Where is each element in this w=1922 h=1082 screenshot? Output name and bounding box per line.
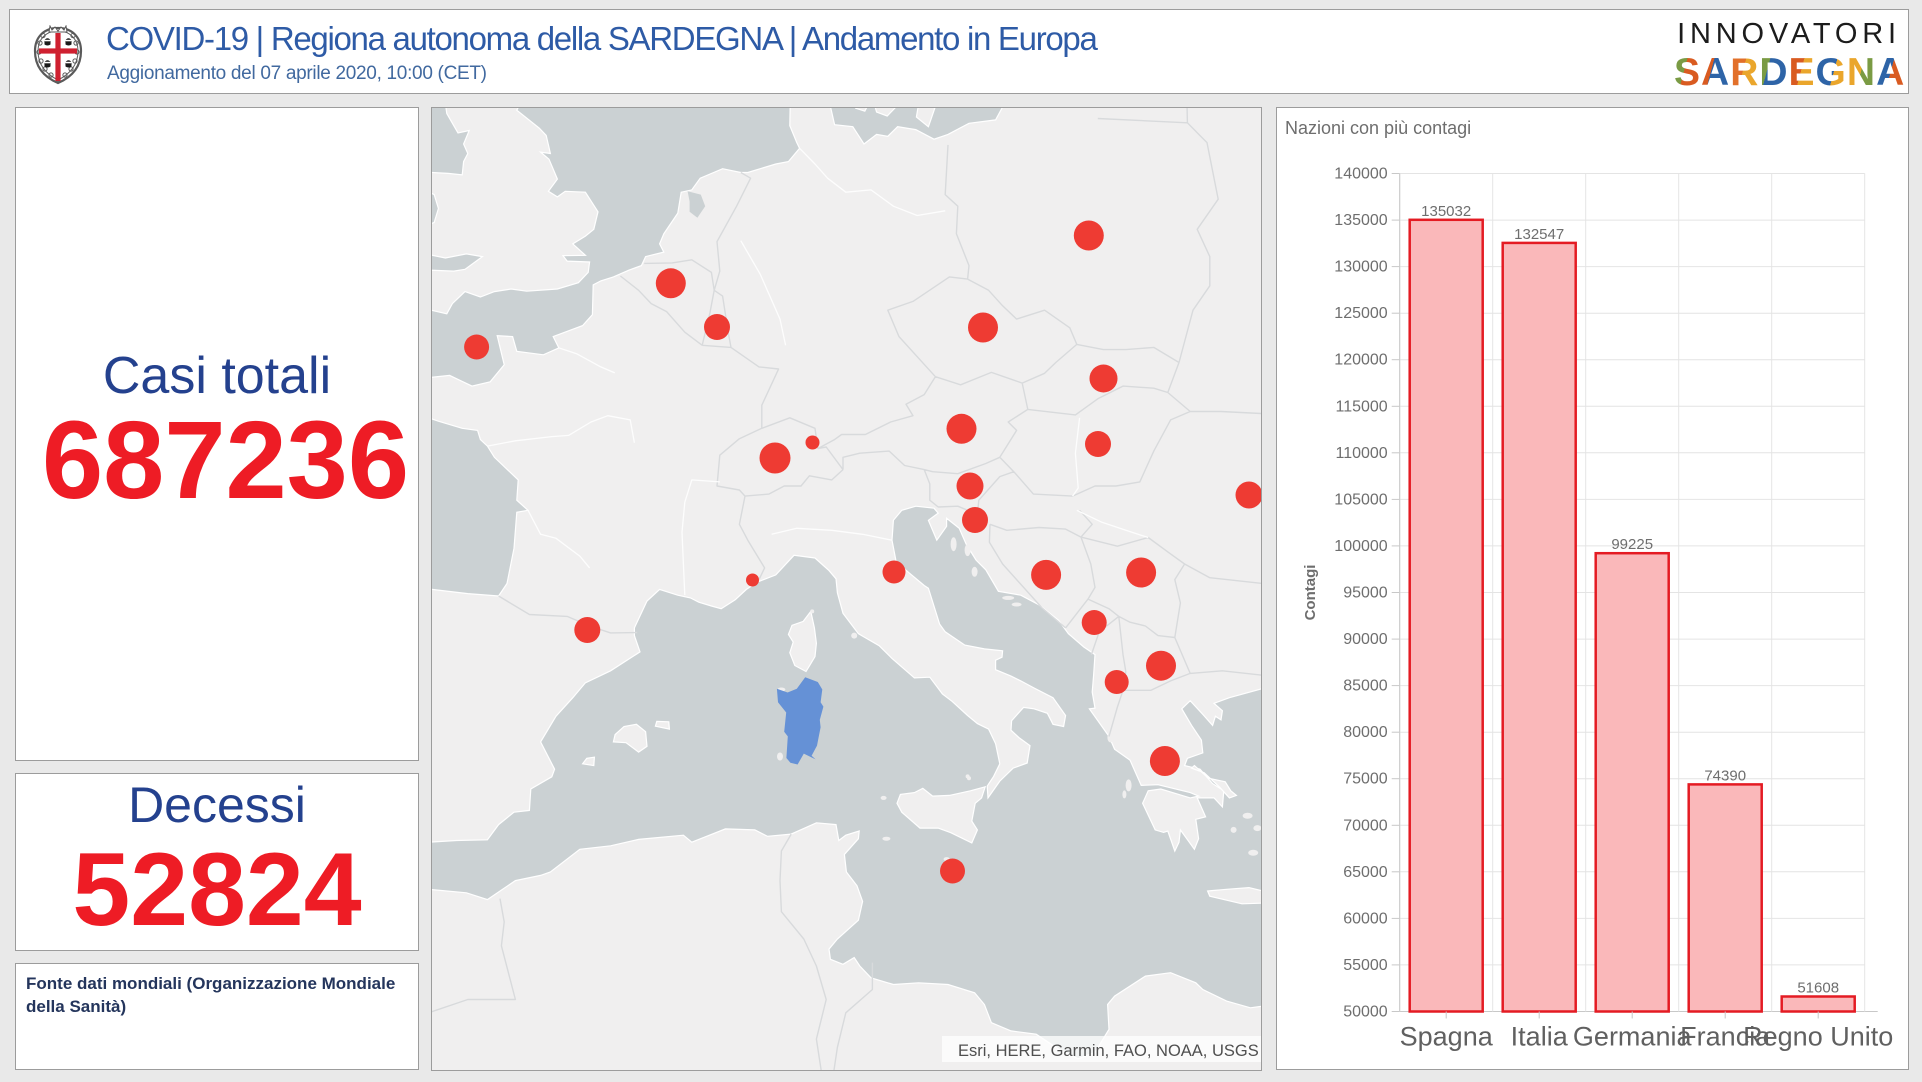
svg-text:74390: 74390 <box>1704 767 1746 784</box>
svg-text:Spagna: Spagna <box>1400 1022 1494 1052</box>
svg-text:99225: 99225 <box>1611 536 1653 553</box>
svg-text:Francia: Francia <box>1680 1022 1771 1052</box>
svg-text:Contagi: Contagi <box>1302 565 1319 621</box>
svg-text:125000: 125000 <box>1334 305 1387 322</box>
svg-text:60000: 60000 <box>1343 910 1388 927</box>
svg-text:140000: 140000 <box>1334 166 1387 183</box>
svg-text:Germania: Germania <box>1573 1022 1693 1052</box>
svg-text:70000: 70000 <box>1343 817 1388 834</box>
svg-text:75000: 75000 <box>1343 771 1388 788</box>
svg-text:120000: 120000 <box>1334 352 1387 369</box>
svg-text:115000: 115000 <box>1335 398 1387 415</box>
svg-text:132547: 132547 <box>1514 226 1564 243</box>
svg-text:105000: 105000 <box>1334 491 1387 508</box>
svg-text:85000: 85000 <box>1343 678 1388 695</box>
svg-text:Esri, HERE, Garmin, FAO, NOAA,: Esri, HERE, Garmin, FAO, NOAA, USGS <box>958 1042 1259 1060</box>
svg-text:50000: 50000 <box>1343 1004 1388 1021</box>
svg-text:135032: 135032 <box>1421 203 1471 220</box>
svg-text:135000: 135000 <box>1334 212 1387 229</box>
svg-text:Regno Unito: Regno Unito <box>1743 1022 1893 1052</box>
svg-text:95000: 95000 <box>1343 585 1388 602</box>
svg-text:51608: 51608 <box>1797 980 1839 997</box>
svg-text:55000: 55000 <box>1343 957 1388 974</box>
svg-text:130000: 130000 <box>1334 259 1387 276</box>
svg-text:Italia: Italia <box>1511 1022 1569 1052</box>
svg-text:100000: 100000 <box>1334 538 1387 555</box>
svg-text:110000: 110000 <box>1335 445 1387 462</box>
svg-text:80000: 80000 <box>1343 724 1388 741</box>
svg-text:65000: 65000 <box>1343 864 1388 881</box>
svg-text:90000: 90000 <box>1343 631 1388 648</box>
